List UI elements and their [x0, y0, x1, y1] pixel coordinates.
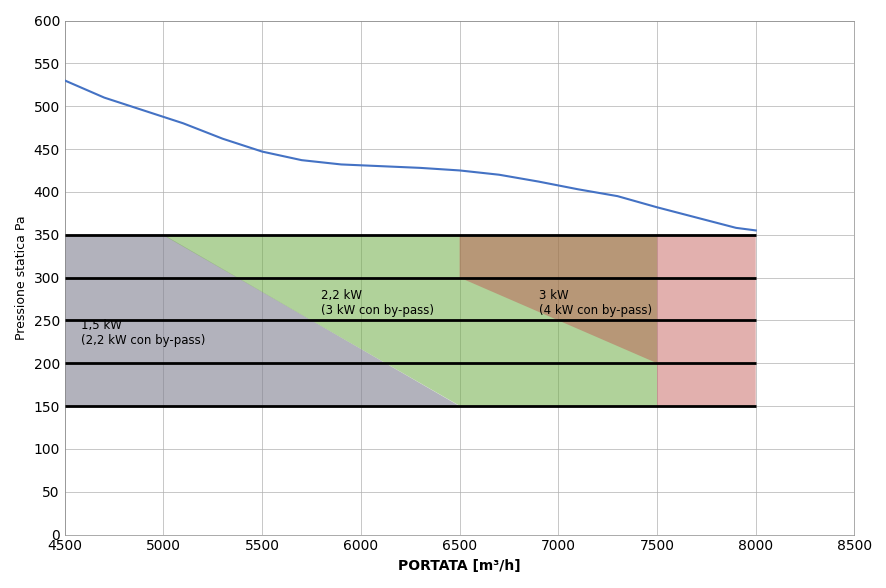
Y-axis label: Pressione statica Pa: Pressione statica Pa: [15, 215, 28, 340]
Text: 3 kW
(4 kW con by-pass): 3 kW (4 kW con by-pass): [538, 289, 651, 318]
Polygon shape: [65, 235, 459, 406]
Text: 2,2 kW
(3 kW con by-pass): 2,2 kW (3 kW con by-pass): [321, 289, 434, 318]
Polygon shape: [459, 235, 755, 406]
Text: 1,5 kW
(2,2 kW con by-pass): 1,5 kW (2,2 kW con by-pass): [81, 319, 205, 348]
X-axis label: PORTATA [m³/h]: PORTATA [m³/h]: [398, 559, 520, 573]
Polygon shape: [163, 235, 657, 406]
